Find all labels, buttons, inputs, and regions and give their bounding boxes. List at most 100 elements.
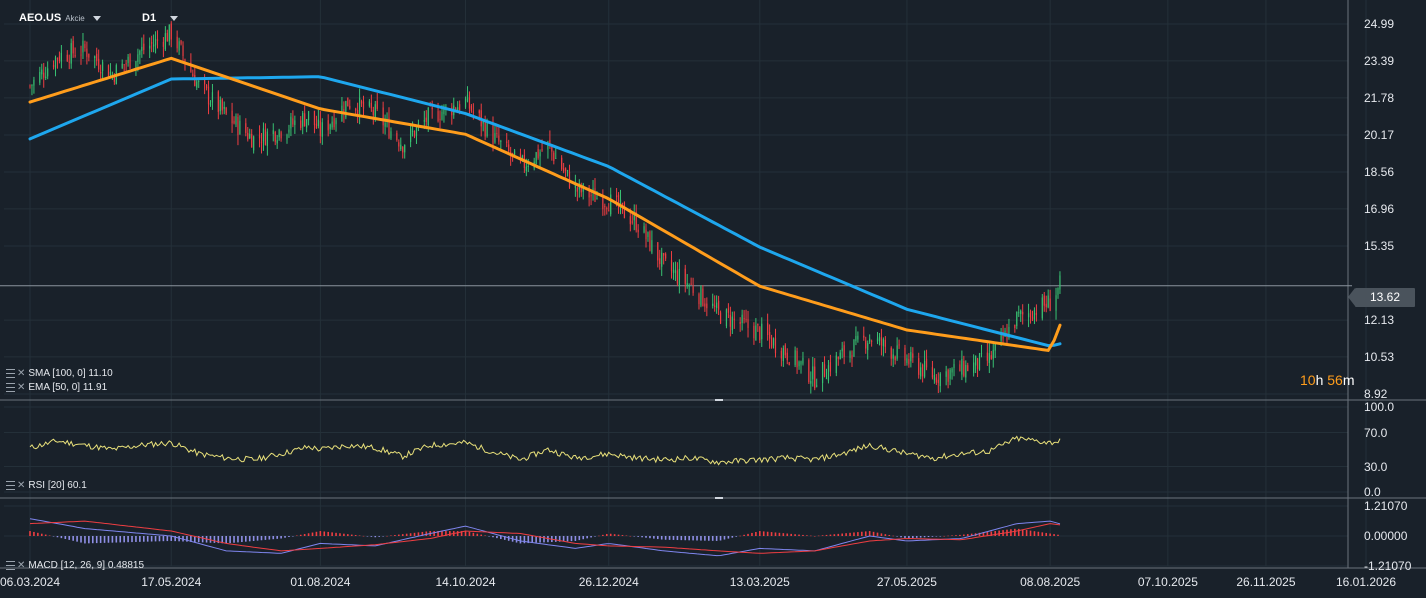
macd-histogram-bar: [492, 536, 494, 538]
candle-body: [390, 131, 392, 139]
candle-body: [135, 61, 137, 70]
candle-body: [537, 149, 539, 158]
candle-body: [925, 358, 928, 368]
macd-histogram-bar: [605, 533, 608, 536]
candle-body: [808, 359, 810, 383]
close-icon[interactable]: ✕: [17, 480, 26, 491]
candle-body: [205, 84, 208, 89]
dropdown-caret-icon[interactable]: [170, 15, 179, 21]
candle-body: [302, 113, 304, 127]
candle-body: [235, 116, 237, 125]
candle-body: [1059, 275, 1061, 290]
candle-body: [786, 352, 788, 361]
candle-body: [168, 24, 170, 42]
macd-histogram-bar: [456, 531, 459, 536]
candle-body: [976, 358, 979, 369]
candle-body: [602, 197, 604, 210]
candle-body: [712, 303, 714, 306]
candle-body: [674, 269, 677, 273]
macd-histogram-bar: [44, 534, 47, 536]
candle-body: [1041, 297, 1043, 319]
candle-body: [204, 78, 206, 85]
candle-body: [700, 286, 702, 306]
macd-histogram-bar: [578, 536, 581, 541]
macd-histogram-bar: [123, 536, 125, 543]
candle-body: [176, 36, 178, 49]
macd-histogram-bar: [503, 536, 506, 540]
legend-ema: ✕ EMA [50, 0] 11.91: [6, 382, 107, 393]
macd-histogram-bar: [190, 536, 192, 542]
macd-histogram-bar: [637, 536, 639, 537]
candle-body: [439, 118, 441, 120]
macd-histogram-bar: [849, 532, 851, 536]
close-icon[interactable]: ✕: [17, 560, 26, 571]
macd-histogram-bar: [900, 536, 902, 538]
candle-body: [152, 44, 155, 47]
candle-body: [937, 379, 939, 383]
y-tick-label: 15.35: [1364, 238, 1395, 253]
candle-body: [825, 378, 828, 380]
macd-histogram-bar: [613, 534, 616, 536]
macd-histogram-bar: [707, 536, 710, 541]
macd-histogram-bar: [488, 536, 490, 537]
candle-body: [143, 43, 145, 50]
candle-body: [345, 100, 347, 118]
settings-icon[interactable]: [6, 480, 15, 490]
candle-body: [1029, 311, 1032, 318]
candle-body: [68, 61, 70, 63]
candle-body: [980, 353, 983, 355]
candle-body: [837, 356, 839, 359]
candle-body: [731, 316, 733, 331]
macd-histogram-bar: [158, 536, 161, 542]
macd-histogram-bar: [299, 534, 302, 536]
macd-histogram-bar: [774, 532, 777, 536]
macd-histogram-bar: [1029, 530, 1032, 536]
candle-body: [688, 285, 690, 287]
candle-body: [931, 367, 934, 378]
candle-body: [963, 360, 965, 376]
macd-histogram-bar: [672, 536, 675, 540]
macd-histogram-bar: [723, 536, 726, 540]
candle-body: [992, 349, 994, 359]
candle-body: [849, 351, 851, 358]
candle-body: [245, 123, 247, 134]
settings-icon[interactable]: [6, 382, 15, 392]
candle-body: [623, 202, 626, 219]
candle-body: [920, 367, 922, 377]
timeframe-selector[interactable]: D1: [142, 12, 179, 24]
close-icon[interactable]: ✕: [17, 382, 26, 393]
macd-histogram-bar: [213, 536, 216, 543]
candle-body: [264, 129, 267, 145]
candle-body: [865, 340, 867, 349]
candle-body: [796, 350, 798, 368]
candle-body: [923, 360, 926, 377]
settings-icon[interactable]: [6, 560, 15, 570]
candle-body: [47, 68, 49, 77]
settings-icon[interactable]: [6, 368, 15, 378]
countdown-minutes: 56: [1327, 372, 1343, 388]
symbol-selector[interactable]: AEO.US Akcie: [19, 12, 101, 24]
candle-body: [596, 197, 598, 199]
candle-body: [74, 55, 76, 57]
candle-body: [918, 358, 920, 375]
macd-histogram-bar: [229, 536, 231, 544]
macd-histogram-bar: [970, 533, 973, 536]
candle-body: [539, 152, 541, 157]
dropdown-caret-icon[interactable]: [92, 15, 101, 21]
candle-body: [486, 121, 488, 137]
close-icon[interactable]: ✕: [17, 368, 26, 379]
macd-histogram-bar: [896, 536, 898, 537]
macd-histogram-bar: [888, 534, 891, 536]
y-tick-label: 12.13: [1364, 313, 1395, 328]
macd-histogram-bar: [386, 535, 388, 537]
candle-body: [670, 260, 673, 272]
candle-body: [1033, 310, 1036, 320]
macd-histogram-bar: [421, 531, 424, 536]
candle-body: [402, 147, 404, 153]
candle-body: [594, 188, 596, 202]
candle-body: [84, 44, 86, 48]
candle-body: [317, 119, 319, 127]
candle-body: [470, 105, 473, 111]
